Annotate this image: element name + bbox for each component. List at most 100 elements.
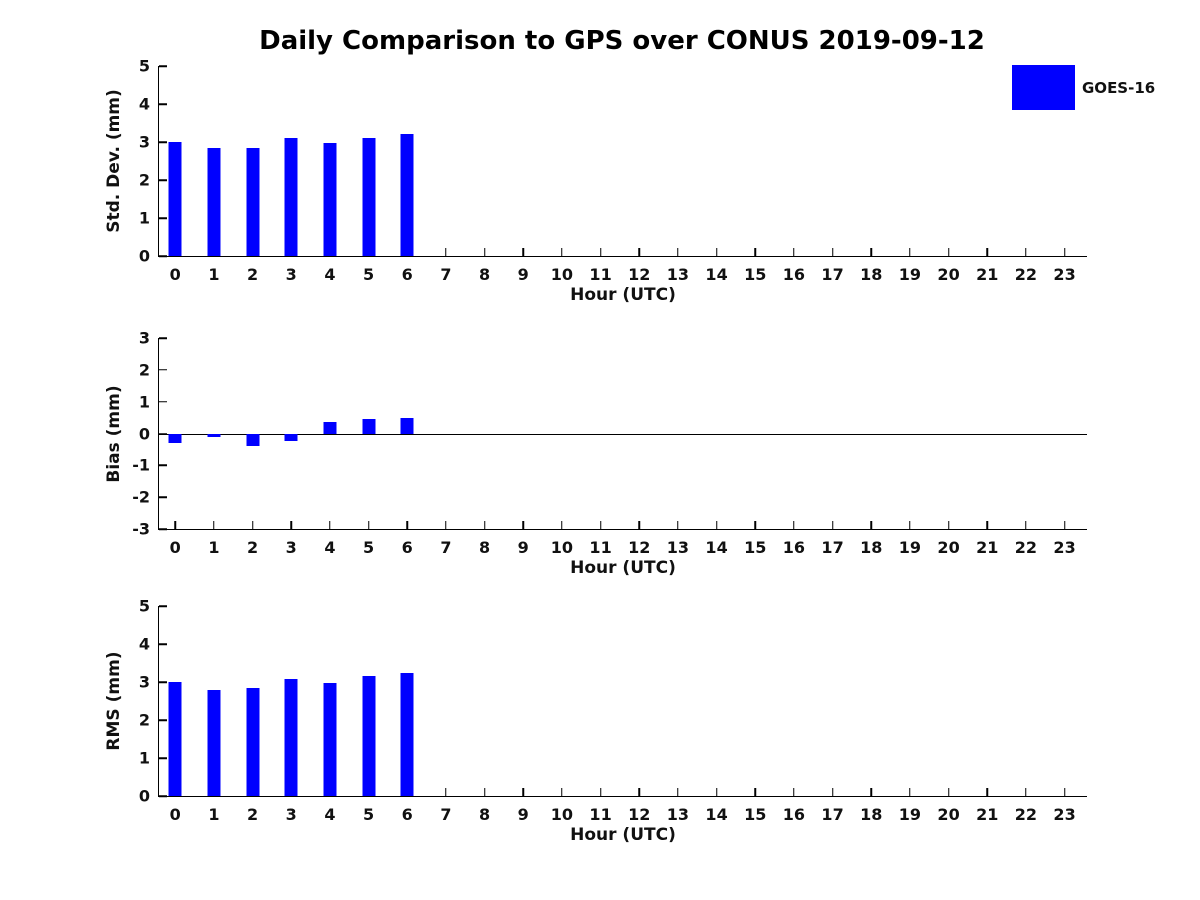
y-tick-label: -3 <box>132 519 150 539</box>
x-tick <box>715 248 718 256</box>
x-tick-label: 11 <box>589 538 612 557</box>
x-tick-label: 20 <box>937 538 960 557</box>
x-tick-label: 11 <box>589 805 612 824</box>
x-tick <box>522 788 524 796</box>
x-tick-label: 21 <box>976 805 999 824</box>
y-tick-label: 0 <box>138 786 150 806</box>
x-tick-label: 15 <box>744 265 767 284</box>
x-tick <box>561 788 563 796</box>
x-tick-label: 5 <box>362 538 375 557</box>
y-tick-label: 3 <box>138 328 150 348</box>
bar-std-dev-hour-3 <box>284 138 298 256</box>
bar-bias-hour-2 <box>246 433 260 447</box>
x-tick-label: 10 <box>550 805 574 824</box>
y-tick-label: 2 <box>138 710 150 730</box>
x-tick <box>793 521 795 529</box>
x-tick-label: 22 <box>1014 538 1038 557</box>
y-tick <box>159 605 167 607</box>
x-tick <box>754 788 756 796</box>
x-tick-label: 6 <box>401 805 413 824</box>
x-tick <box>406 521 408 529</box>
y-tick-label: 5 <box>138 596 150 616</box>
x-tick-label: 22 <box>1014 805 1038 824</box>
bar-rms-hour-5 <box>362 676 376 796</box>
x-tick-label: 22 <box>1014 265 1038 284</box>
x-tick-label: 15 <box>744 805 767 824</box>
x-tick <box>445 788 447 796</box>
x-tick <box>290 521 292 529</box>
y-tick <box>159 179 167 181</box>
y-tick-label: 5 <box>138 56 150 76</box>
x-tick-label: 20 <box>937 265 960 284</box>
x-tick <box>251 521 254 529</box>
x-tick-label: 23 <box>1053 538 1076 557</box>
y-tick-label: 2 <box>138 170 150 190</box>
y-tick <box>159 643 167 645</box>
x-tick <box>754 248 756 256</box>
x-tick <box>831 788 834 796</box>
x-tick-label: 9 <box>517 805 529 824</box>
x-tick-label: 3 <box>285 265 297 284</box>
x-tick-label: 7 <box>440 538 452 557</box>
subplot-rms: RMS (mm) Hour (UTC) 0 1 2 3 4 5 0 1 2 3 4 5 6 7 8 9 10 11… <box>104 597 1087 845</box>
x-tick-label: 1 <box>208 805 220 824</box>
x-tick <box>638 788 640 796</box>
x-tick <box>1063 248 1066 256</box>
x-tick-label: 2 <box>246 805 259 824</box>
x-tick-label: 3 <box>285 805 297 824</box>
x-tick-label: 9 <box>517 265 529 284</box>
x-tick-label: 1 <box>208 538 220 557</box>
bar-rms-hour-6 <box>400 672 414 796</box>
x-tick <box>367 521 370 529</box>
x-tick-label: 18 <box>860 805 883 824</box>
x-tick-label: 16 <box>782 265 806 284</box>
x-tick-label: 17 <box>821 265 844 284</box>
legend: GOES-16 <box>1012 65 1155 110</box>
x-tick <box>638 521 640 529</box>
x-tick <box>561 521 563 529</box>
x-tick-label: 5 <box>362 265 375 284</box>
bar-std-dev-hour-5 <box>362 138 376 256</box>
x-tick-label: 9 <box>517 538 529 557</box>
x-tick <box>715 788 718 796</box>
x-tick <box>483 248 486 256</box>
x-tick-label: 18 <box>860 538 883 557</box>
x-tick <box>986 788 988 796</box>
x-tick-label: 4 <box>324 538 336 557</box>
x-tick-label: 19 <box>898 805 922 824</box>
x-tick-label: 13 <box>666 538 690 557</box>
x-axis-label: Hour (UTC) <box>570 285 676 305</box>
bar-std-dev-hour-2 <box>246 147 260 256</box>
x-tick-label: 13 <box>666 805 690 824</box>
x-tick-label: 23 <box>1053 805 1076 824</box>
x-tick <box>599 248 602 256</box>
bar-rms-hour-2 <box>246 687 260 796</box>
x-tick <box>677 248 679 256</box>
x-tick-label: 15 <box>744 538 767 557</box>
x-tick <box>677 521 679 529</box>
x-tick-label: 17 <box>821 805 844 824</box>
x-tick <box>870 521 872 529</box>
legend-swatch-goes-16 <box>1012 65 1075 110</box>
x-tick-label: 2 <box>246 538 259 557</box>
y-tick <box>159 757 167 759</box>
x-tick-label: 4 <box>324 265 336 284</box>
x-tick <box>174 521 176 529</box>
x-tick-label: 2 <box>246 265 259 284</box>
x-tick <box>909 788 911 796</box>
x-tick <box>793 248 795 256</box>
x-tick <box>909 521 911 529</box>
x-tick <box>1063 521 1066 529</box>
x-tick <box>1063 788 1066 796</box>
x-tick <box>445 521 447 529</box>
x-tick-label: 13 <box>666 265 690 284</box>
x-tick-label: 14 <box>705 805 728 824</box>
chart-title: Daily Comparison to GPS over CONUS 2019-… <box>259 26 985 56</box>
x-tick <box>947 521 950 529</box>
bar-bias-hour-3 <box>284 433 298 442</box>
x-tick <box>677 788 679 796</box>
x-tick-label: 10 <box>550 538 574 557</box>
y-tick <box>159 103 167 105</box>
